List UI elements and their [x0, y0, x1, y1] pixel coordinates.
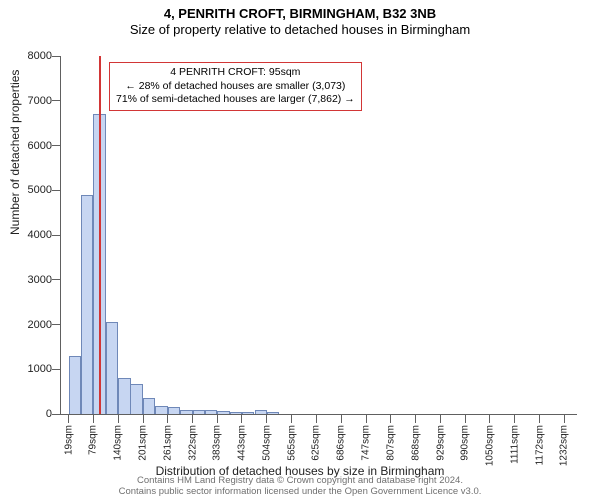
- x-tick-label: 1050sqm: [484, 425, 495, 466]
- x-tick-label: 79sqm: [88, 425, 99, 455]
- x-tick: [390, 415, 391, 423]
- x-tick: [217, 415, 218, 423]
- histogram-bar: [230, 412, 242, 414]
- x-tick-label: 990sqm: [460, 425, 471, 461]
- x-tick: [241, 415, 242, 423]
- x-tick-label: 504sqm: [261, 425, 272, 461]
- x-tick: [68, 415, 69, 423]
- x-tick: [143, 415, 144, 423]
- chart-title-line2: Size of property relative to detached ho…: [0, 22, 600, 38]
- x-tick: [465, 415, 466, 423]
- x-tick-label: 747sqm: [361, 425, 372, 461]
- histogram-bar: [143, 398, 155, 414]
- y-tick-label: 5000: [8, 184, 52, 196]
- plot-area: 19sqm79sqm140sqm201sqm261sqm322sqm383sqm…: [60, 56, 577, 415]
- x-tick: [291, 415, 292, 423]
- x-tick-label: 140sqm: [113, 425, 124, 461]
- x-tick: [341, 415, 342, 423]
- annotation-line1: 4 PENRITH CROFT: 95sqm: [116, 66, 355, 80]
- x-tick-label: 686sqm: [336, 425, 347, 461]
- y-tick-label: 4000: [8, 229, 52, 241]
- histogram-bar: [267, 412, 279, 414]
- property-marker-line: [99, 56, 101, 414]
- histogram-bar: [168, 407, 180, 414]
- y-tick-label: 8000: [8, 50, 52, 62]
- x-tick-label: 201sqm: [138, 425, 149, 461]
- y-tick-label: 1000: [8, 363, 52, 375]
- x-tick: [118, 415, 119, 423]
- x-tick: [489, 415, 490, 423]
- x-tick: [539, 415, 540, 423]
- histogram-bar: [106, 322, 118, 414]
- y-tick-label: 6000: [8, 140, 52, 152]
- x-tick: [366, 415, 367, 423]
- x-tick-label: 868sqm: [410, 425, 421, 461]
- histogram-bar: [255, 410, 267, 414]
- histogram-bar: [242, 412, 254, 414]
- histogram-bar: [118, 378, 130, 414]
- y-tick-label: 0: [8, 408, 52, 420]
- x-tick-label: 261sqm: [162, 425, 173, 461]
- histogram-bar: [205, 410, 217, 414]
- y-tick-label: 3000: [8, 274, 52, 286]
- x-tick: [167, 415, 168, 423]
- x-tick-label: 322sqm: [187, 425, 198, 461]
- x-tick: [514, 415, 515, 423]
- marker-annotation: 4 PENRITH CROFT: 95sqm ← 28% of detached…: [109, 62, 362, 111]
- x-tick-label: 807sqm: [385, 425, 396, 461]
- histogram-bar: [180, 410, 192, 414]
- x-tick: [564, 415, 565, 423]
- histogram-bar: [217, 411, 229, 414]
- footer: Contains HM Land Registry data © Crown c…: [0, 476, 600, 498]
- x-tick: [192, 415, 193, 423]
- y-tick-label: 2000: [8, 319, 52, 331]
- x-tick-label: 443sqm: [236, 425, 247, 461]
- histogram-bar: [155, 406, 167, 414]
- x-tick-label: 19sqm: [63, 425, 74, 455]
- x-tick-label: 929sqm: [435, 425, 446, 461]
- x-tick: [316, 415, 317, 423]
- x-tick-label: 625sqm: [311, 425, 322, 461]
- histogram-bar: [130, 384, 142, 414]
- x-tick: [266, 415, 267, 423]
- histogram-bar: [193, 410, 205, 414]
- x-tick-label: 1172sqm: [534, 425, 545, 465]
- x-tick: [93, 415, 94, 423]
- x-tick: [440, 415, 441, 423]
- chart-title-block: 4, PENRITH CROFT, BIRMINGHAM, B32 3NB Si…: [0, 0, 600, 39]
- footer-line2: Contains public sector information licen…: [0, 487, 600, 498]
- x-tick-label: 1111sqm: [509, 425, 520, 464]
- y-labels: 010002000300040005000600070008000: [0, 56, 60, 414]
- x-tick-label: 1232sqm: [559, 425, 570, 466]
- x-tick: [415, 415, 416, 423]
- chart-title-line1: 4, PENRITH CROFT, BIRMINGHAM, B32 3NB: [0, 6, 600, 22]
- x-tick-label: 565sqm: [286, 425, 297, 461]
- x-tick-label: 383sqm: [212, 425, 223, 461]
- histogram-bar: [81, 195, 93, 414]
- histogram-bar: [69, 356, 81, 414]
- annotation-line2: ← 28% of detached houses are smaller (3,…: [116, 80, 355, 94]
- y-tick-label: 7000: [8, 95, 52, 107]
- annotation-line3: 71% of semi-detached houses are larger (…: [116, 93, 355, 107]
